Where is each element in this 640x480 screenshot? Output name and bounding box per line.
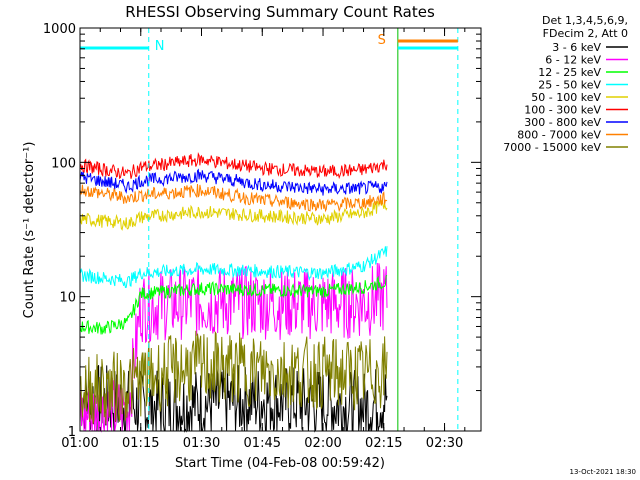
legend-header-line-2: FDecim 2, Att 0	[543, 27, 628, 40]
y-axis: 1 10 100 1000	[43, 22, 481, 440]
series-line-8	[79, 183, 388, 213]
chart-title: RHESSI Observing Summary Count Rates	[125, 3, 435, 21]
footer-timestamp: 13-Oct-2021 18:30	[570, 468, 636, 476]
legend-label: 6 - 12 keV	[545, 54, 601, 67]
series-line-7	[79, 168, 388, 196]
x-tick-label: 02:30	[426, 436, 463, 451]
y-axis-label: Count Rate (s⁻¹ detector⁻¹)	[22, 142, 37, 319]
legend: Det 1,3,4,5,6,9, FDecim 2, Att 0 3 - 6 k…	[503, 14, 628, 154]
legend-label: 7000 - 15000 keV	[503, 141, 601, 154]
x-tick-label: 02:15	[365, 436, 402, 451]
series-line-3	[79, 274, 388, 335]
legend-label: 50 - 100 keV	[531, 91, 601, 104]
y-tick-label: 100	[51, 156, 76, 171]
series-line-5	[79, 199, 388, 231]
x-tick-label: 01:30	[183, 436, 220, 451]
y-tick-label: 1000	[43, 22, 76, 37]
legend-label: 12 - 25 keV	[538, 66, 601, 79]
x-tick-label: 02:00	[304, 436, 341, 451]
x-axis: 01:00 01:15 01:30 01:45 02:00 02:15 02:30	[61, 28, 466, 451]
legend-label: 3 - 6 keV	[552, 41, 601, 54]
x-tick-label: 01:45	[244, 436, 281, 451]
y-tick-label: 1	[68, 425, 76, 440]
legend-label: 800 - 7000 keV	[517, 129, 601, 142]
y-tick-label: 10	[59, 291, 76, 306]
series-layer	[79, 151, 388, 433]
plot-frame	[79, 27, 482, 432]
x-tick-label: 01:15	[122, 436, 159, 451]
annotation-label-n: N	[155, 39, 165, 54]
series-line-6	[79, 151, 388, 180]
legend-label: 100 - 300 keV	[524, 104, 601, 117]
x-tick-label: 01:00	[61, 436, 98, 451]
series-line-4	[79, 246, 388, 289]
x-axis-label: Start Time (04-Feb-08 00:59:42)	[175, 456, 385, 471]
series-line-2	[79, 262, 388, 433]
series-line-9	[79, 330, 388, 424]
legend-label: 300 - 800 keV	[524, 116, 601, 129]
annotation-label-s: S	[378, 33, 386, 48]
legend-header-line-1: Det 1,3,4,5,6,9,	[542, 14, 628, 27]
legend-label: 25 - 50 keV	[538, 79, 601, 92]
